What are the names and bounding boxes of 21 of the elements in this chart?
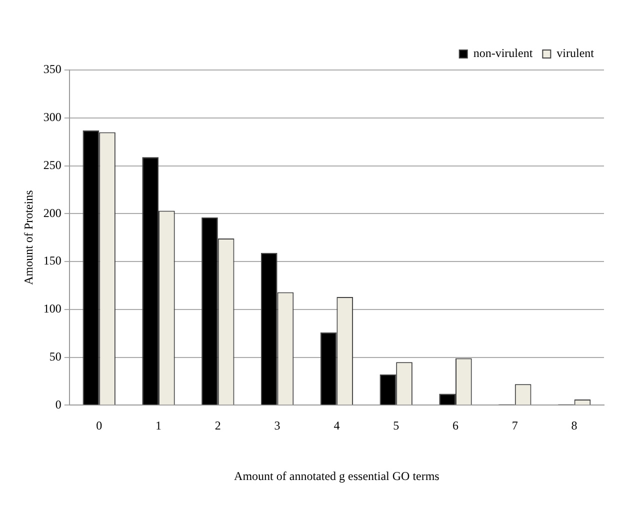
y-tick-label: 0 xyxy=(55,397,62,412)
y-tick-label: 50 xyxy=(49,349,62,364)
y-tick-label: 350 xyxy=(43,62,62,76)
x-tick-label: 4 xyxy=(334,418,340,433)
y-tick-label: 150 xyxy=(43,254,62,268)
x-tick-label: 5 xyxy=(393,418,400,433)
y-tick-label: 100 xyxy=(43,302,62,316)
x-tick-label: 1 xyxy=(156,418,162,433)
x-tick-label: 6 xyxy=(452,418,458,433)
x-tick-label: 7 xyxy=(512,418,518,433)
y-tick-label: 300 xyxy=(43,110,62,124)
x-tick-label: 8 xyxy=(571,418,578,433)
y-tick-label: 250 xyxy=(43,158,62,172)
legend-label: virulent xyxy=(556,46,595,60)
x-tick-label: 3 xyxy=(274,418,280,433)
x-axis-title: Amount of annotated g essential GO terms xyxy=(234,468,440,483)
x-tick-label: 2 xyxy=(214,418,221,433)
y-tick-label: 200 xyxy=(43,206,62,220)
x-tick-label: 0 xyxy=(96,418,102,433)
legend-label: non-virulent xyxy=(473,46,534,60)
y-axis-title: Amount of Proteins xyxy=(21,190,36,285)
